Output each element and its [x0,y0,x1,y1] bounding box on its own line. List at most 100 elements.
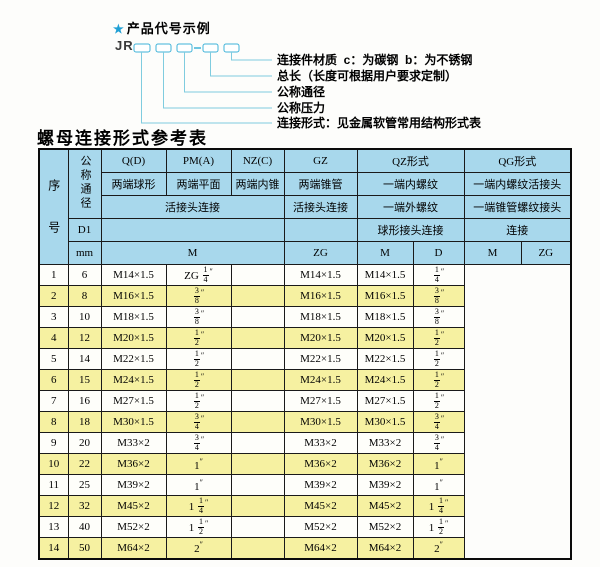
header-nz: NZ(C) [230,148,285,173]
cell-dn: 40 [67,516,102,538]
header-seq: 序号 [38,148,69,265]
cell-qg-m: M27×1.5 [356,390,414,412]
header-qg-desc: 一端内螺纹活接头 [463,172,572,196]
cell-dn: 6 [67,264,102,286]
cell-qz-m [230,327,285,349]
cell-gz-zg: 1″ [165,453,232,475]
cell-qg-m: M45×2 [356,495,414,517]
cell-gz-zg: 1″ [165,474,232,496]
cell-qg-zg: 2″ [412,537,465,559]
callout-nominal-pressure: 公称压力 [277,101,326,115]
cell-qz-d: M27×1.5 [283,390,358,412]
header-qz-conn: 球形接头连接 [356,218,465,242]
cell-seq: 8 [38,411,69,433]
table-row: 5 14 M22×1.5 1 2 ″ M22×1.5 M22×1.5 1 2 ″ [38,348,571,370]
cell-seq: 12 [38,495,69,517]
table-title: 螺母连接形式参考表 [37,129,208,149]
cell-qg-zg: 3 8 ″ [412,285,465,307]
cell-qg-zg: 1 2 ″ [412,327,465,349]
callout-material: 连接件材质 c：为碳钢 b：为不锈钢 [277,53,473,67]
header-qz: QZ形式 [356,148,465,173]
cell-qg-m: M64×2 [356,537,414,559]
cell-gz-zg: 3 4 ″ [165,411,232,433]
cell-seq: 1 [38,264,69,286]
cell-qz-m [230,369,285,391]
cell-qz-m [230,453,285,475]
inch-mark: ″ [200,392,205,402]
code-box [133,43,151,53]
table-row: 3 10 M18×1.5 3 8 ″ M18×1.5 M18×1.5 3 8 ″ [38,306,571,328]
cell-m: M27×1.5 [100,390,167,412]
cell-m: M16×1.5 [100,285,167,307]
cell-qz-m [230,264,285,286]
cell-seq: 14 [38,537,69,559]
cell-seq: 2 [38,285,69,307]
table-header: 序号 公称通径 Q(D) PM(A) NZ(C) GZ QZ形式 QG形式 两端… [38,148,572,265]
cell-qz-m [230,537,285,559]
cell-qz-m [230,432,285,454]
inch-mark: ″ [204,497,209,507]
diagram-title: ★ 产品代号示例 [113,18,211,37]
cell-qg-m: M52×2 [356,516,414,538]
inch-mark: ″ [199,456,203,466]
inch-mark: ″ [200,434,205,444]
cell-seq: 7 [38,390,69,412]
cell-gz-zg: 2″ [165,537,232,559]
cell-qg-zg: 1 2 ″ [412,348,465,370]
table-row: 14 50 M64×2 2″ M64×2 M64×2 2″ [38,537,571,559]
table-row: 1 6 M14×1.5 ZG 1 4 ″ M14×1.5 M14×1.5 1 4 ″ [38,264,571,286]
code-box [176,43,193,53]
header-gz: GZ [283,148,358,173]
cell-dn: 14 [67,348,102,370]
cell-seq: 13 [38,516,69,538]
cell-qz-d: M20×1.5 [283,327,358,349]
cell-qg-m: M20×1.5 [356,327,414,349]
cell-m: M39×2 [100,474,167,496]
table-row: 9 20 M33×2 3 4 ″ M33×2 M33×2 3 4 ″ [38,432,571,454]
table-row: 6 15 M24×1.5 1 2 ″ M24×1.5 M24×1.5 1 2 ″ [38,369,571,391]
inch-mark: ″ [200,350,205,360]
inch-mark: ″ [444,497,449,507]
cell-seq: 11 [38,474,69,496]
cell-seq: 9 [38,432,69,454]
callout-connection-form: 连接形式：见金属软管常用结构形式表 [277,116,482,130]
cell-qz-d: M24×1.5 [283,369,358,391]
table-body: 1 6 M14×1.5 ZG 1 4 ″ M14×1.5 M14×1.5 1 4 ″ 2 8 M16×1.… [38,264,571,559]
table-row: 12 32 M45×2 1 1 4 ″ M45×2 M45×2 1 1 4 ″ [38,495,571,517]
header-blank-left [100,218,285,242]
cell-qg-m: M39×2 [356,474,414,496]
inch-mark: ″ [440,329,445,339]
cell-qz-d: M14×1.5 [283,264,358,286]
cell-qz-d: M18×1.5 [283,306,358,328]
cell-seq: 5 [38,348,69,370]
inch-mark: ″ [439,456,443,466]
cell-seq: 3 [38,306,69,328]
header-qg: QG形式 [463,148,572,173]
code-box [155,43,172,53]
cell-qg-zg: 1 1 4 ″ [412,495,465,517]
cell-qz-d: M16×1.5 [283,285,358,307]
cell-qg-zg: 1 1 2 ″ [412,516,465,538]
cell-dn: 22 [67,453,102,475]
header-m: M [100,241,285,265]
cell-dn: 12 [67,327,102,349]
header-zg: ZG [283,241,358,265]
cell-qg-m: M22×1.5 [356,348,414,370]
cell-gz-zg: 1 2 ″ [165,348,232,370]
cell-gz-zg: 1 1 4 ″ [165,495,232,517]
cell-qg-m: M36×2 [356,453,414,475]
leader-line [163,52,272,109]
cell-qg-m: M30×1.5 [356,411,414,433]
cell-dn: 16 [67,390,102,412]
header-qg-zg: ZG [520,241,572,265]
cell-qz-m [230,411,285,433]
inch-mark: ″ [440,413,445,423]
inch-mark: ″ [200,413,205,423]
leader-line [184,52,272,93]
